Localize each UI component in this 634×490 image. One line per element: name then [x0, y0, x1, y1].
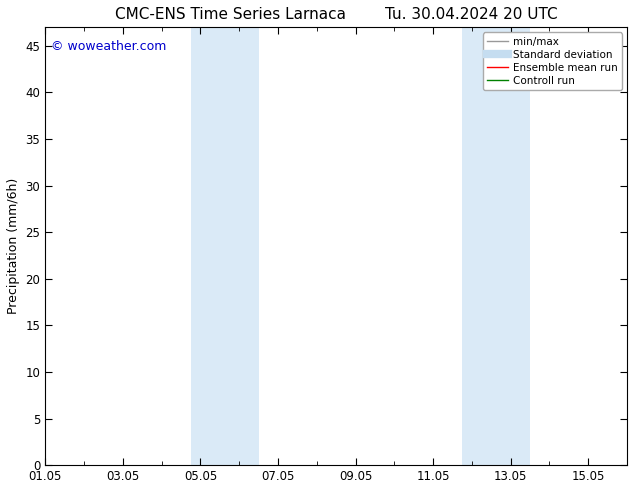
Bar	[191, 27, 259, 465]
Y-axis label: Precipitation (mm/6h): Precipitation (mm/6h)	[7, 178, 20, 315]
Bar	[462, 27, 530, 465]
Text: © woweather.com: © woweather.com	[51, 40, 167, 53]
Title: CMC-ENS Time Series Larnaca        Tu. 30.04.2024 20 UTC: CMC-ENS Time Series Larnaca Tu. 30.04.20…	[115, 7, 557, 22]
Legend: min/max, Standard deviation, Ensemble mean run, Controll run: min/max, Standard deviation, Ensemble me…	[482, 32, 622, 90]
